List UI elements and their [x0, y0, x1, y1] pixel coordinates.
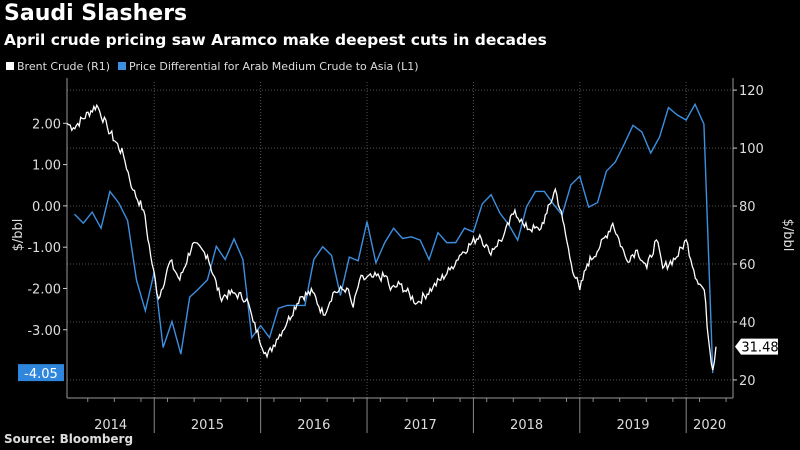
x-tick-label: 2015 — [191, 418, 224, 433]
left-tick-label: -1.00 — [27, 241, 61, 256]
right-tick-label: 100 — [739, 142, 764, 157]
legend: Brent Crude (R1) Price Differential for … — [6, 60, 419, 73]
right-axis-label: $/bbl — [780, 219, 795, 252]
left-tick-label: 0.00 — [32, 200, 61, 215]
legend-item-brent[interactable]: Brent Crude (R1) — [6, 60, 110, 73]
chart-subtitle: April crude pricing saw Aramco make deep… — [4, 31, 547, 49]
x-tick-label: 2018 — [510, 418, 543, 433]
source-note: Source: Bloomberg — [4, 432, 134, 446]
last-value-label-brent: 31.48 — [741, 341, 778, 356]
legend-swatch-white — [6, 62, 14, 70]
left-tick-label: 2.00 — [32, 117, 61, 132]
last-value-label-differential: -4.05 — [24, 367, 58, 382]
last-value-badge-brent — [735, 338, 778, 355]
left-tick-label: 1.00 — [32, 159, 61, 174]
left-tick-label: -3.00 — [27, 324, 61, 339]
legend-swatch-blue — [118, 62, 127, 70]
series-line-differential — [73, 102, 714, 374]
right-tick-label: 60 — [739, 258, 756, 273]
legend-label: Price Differential for Arab Medium Crude… — [129, 60, 419, 73]
legend-item-differential[interactable]: Price Differential for Arab Medium Crude… — [118, 60, 419, 73]
x-tick-label: 2014 — [94, 418, 127, 433]
x-tick-label: 2020 — [693, 418, 726, 433]
right-tick-label: 80 — [739, 200, 756, 215]
chart-title: Saudi Slashers — [4, 1, 188, 26]
x-tick-label: 2017 — [404, 418, 437, 433]
x-tick-label: 2019 — [616, 418, 649, 433]
legend-label: Brent Crude (R1) — [17, 60, 111, 73]
last-value-badge-differential — [18, 364, 64, 382]
left-axis-label: $/bbl — [11, 219, 26, 252]
right-tick-label: 120 — [739, 84, 764, 99]
right-tick-label: 40 — [739, 316, 756, 331]
series-line-brent — [66, 103, 717, 371]
left-tick-label: -2.00 — [27, 282, 61, 297]
x-tick-label: 2016 — [297, 418, 330, 433]
right-tick-label: 20 — [739, 374, 756, 389]
